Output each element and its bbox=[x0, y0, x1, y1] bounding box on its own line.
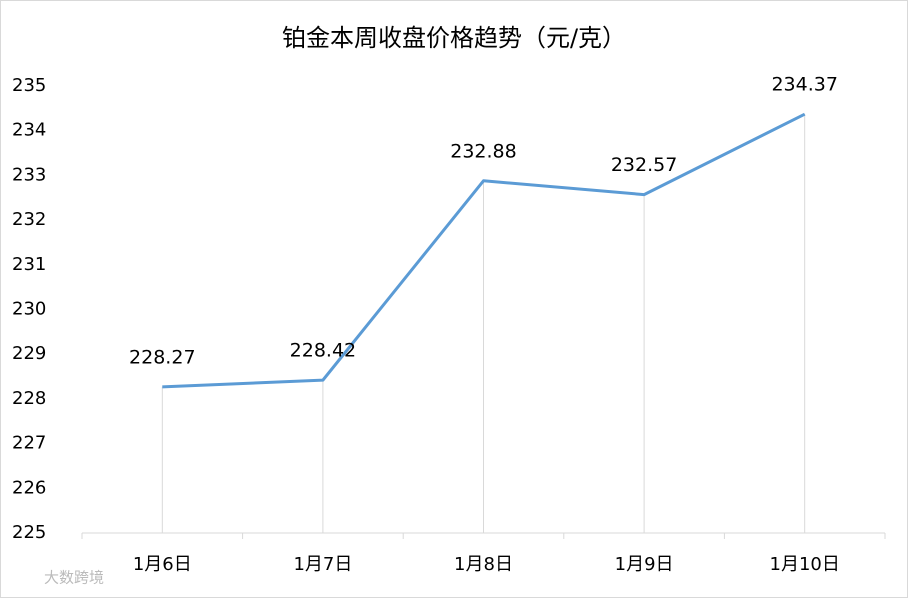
y-tick-label: 227 bbox=[12, 433, 46, 454]
y-tick-label: 230 bbox=[12, 299, 46, 320]
x-tick-label: 1月10日 bbox=[770, 554, 840, 575]
y-tick-label: 229 bbox=[12, 343, 46, 364]
chart-title: 铂金本周收盘价格趋势（元/克） bbox=[282, 24, 626, 52]
y-tick-label: 232 bbox=[12, 209, 46, 230]
data-line bbox=[162, 112, 806, 389]
data-label: 228.42 bbox=[290, 340, 356, 362]
y-tick-label: 226 bbox=[12, 477, 46, 498]
data-label: 228.27 bbox=[129, 346, 195, 368]
data-label: 234.37 bbox=[771, 74, 837, 96]
y-tick-label: 235 bbox=[12, 75, 46, 96]
y-tick-label: 234 bbox=[12, 120, 46, 141]
data-label: 232.88 bbox=[450, 140, 516, 162]
x-tick-label: 1月7日 bbox=[293, 554, 352, 575]
y-tick-label: 231 bbox=[12, 254, 46, 275]
y-tick-label: 233 bbox=[12, 164, 46, 185]
x-tick-label: 1月6日 bbox=[133, 554, 192, 575]
watermark: 大数跨境 bbox=[44, 569, 104, 587]
x-tick-label: 1月9日 bbox=[615, 554, 674, 575]
y-tick-label: 228 bbox=[12, 388, 46, 409]
x-tick-label: 1月8日 bbox=[454, 554, 513, 575]
y-tick-label: 225 bbox=[12, 522, 46, 543]
data-label: 232.57 bbox=[611, 154, 677, 176]
